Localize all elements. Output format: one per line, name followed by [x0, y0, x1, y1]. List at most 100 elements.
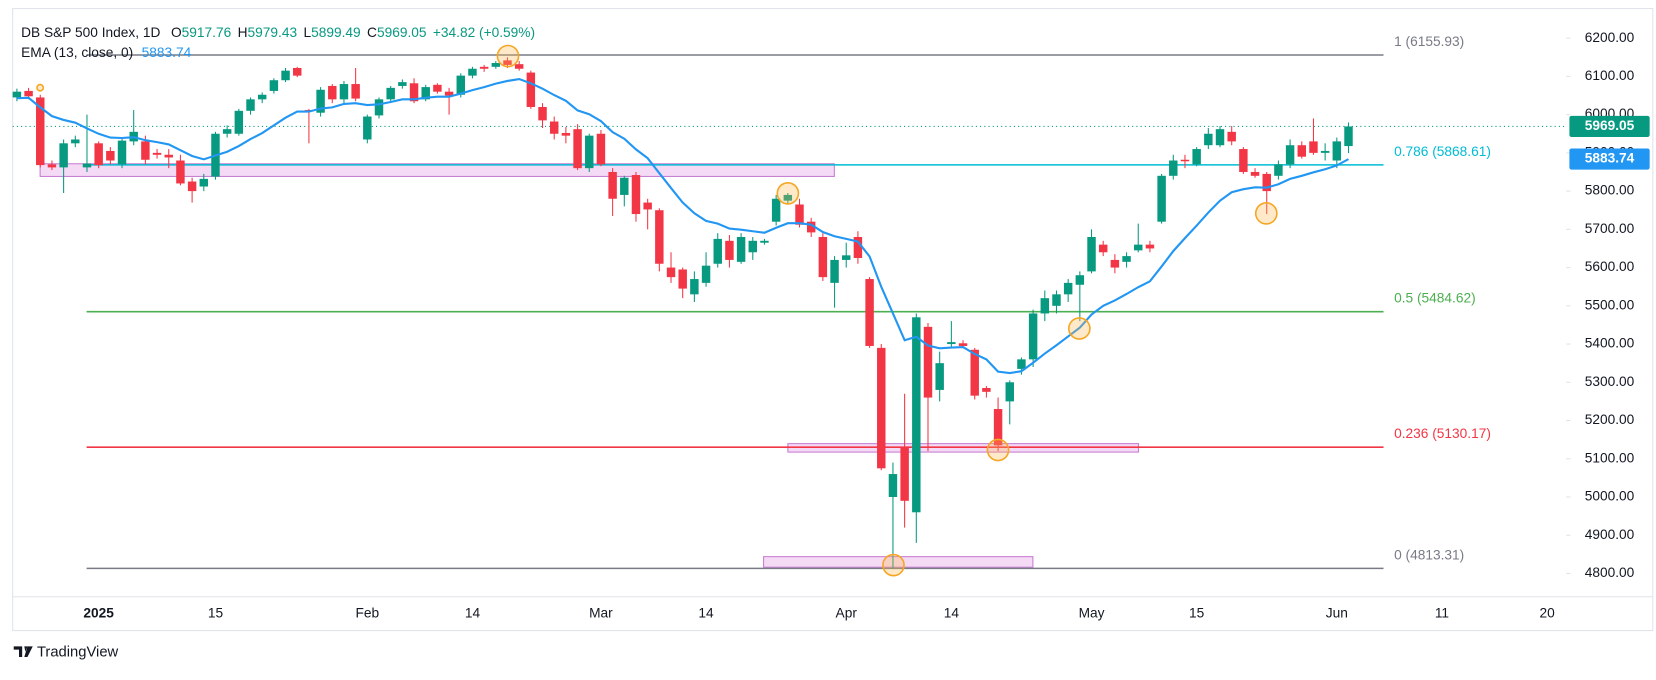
- candle-body: [993, 409, 1003, 446]
- candle-body: [106, 150, 115, 161]
- candle-body: [1285, 145, 1295, 165]
- ema-name: EMA (13, close, 0): [21, 45, 133, 60]
- candle-body: [141, 141, 150, 160]
- candle-body: [222, 129, 232, 134]
- ohlc-value: 5917.76: [182, 24, 232, 39]
- brand-name: TradingView: [37, 645, 119, 661]
- candle-body: [316, 89, 325, 113]
- x-tick-label: 14: [944, 605, 960, 620]
- marker-circle: [36, 83, 45, 92]
- candle-body: [830, 259, 839, 283]
- candle-body: [444, 91, 454, 96]
- levels: 1 (6155.93) 0.786 (5868.61) 0.5 (5484.62) 0…: [12, 34, 1567, 570]
- candle-body: [725, 240, 734, 260]
- zone: [763, 556, 1034, 568]
- candle-body: [713, 238, 722, 264]
- candle-body: [1052, 294, 1061, 306]
- candle-body: [1169, 160, 1178, 176]
- candle-body: [1017, 359, 1026, 369]
- candle-body: [760, 240, 769, 243]
- candle-body: [1110, 259, 1120, 268]
- ohlc-label: O: [171, 24, 182, 39]
- candle-body: [631, 175, 641, 215]
- ema-line: [16, 77, 1349, 375]
- candle-body: [339, 84, 349, 100]
- candle-body: [1204, 133, 1213, 146]
- candle-body: [655, 210, 664, 264]
- candle-body: [234, 110, 244, 134]
- y-tick-label: 5400.00: [1585, 336, 1635, 351]
- ohlc-label: L: [303, 24, 311, 39]
- x-tick-label: Feb: [355, 605, 379, 620]
- candle-body: [923, 326, 933, 398]
- candle-body: [257, 94, 267, 100]
- candle-body: [771, 198, 781, 222]
- candle-body: [281, 70, 290, 81]
- candle-body: [1134, 244, 1143, 251]
- candle-body: [1332, 141, 1342, 161]
- ema-legend: EMA (13, close, 0) 5883.74: [21, 45, 192, 60]
- price-tag-label: 5969.05: [1585, 118, 1635, 133]
- candle-body: [947, 342, 956, 345]
- x-tick-label: 14: [465, 605, 481, 620]
- candle-body: [59, 143, 68, 168]
- marker-circle: [776, 181, 800, 205]
- candle-body: [818, 236, 828, 278]
- candle-body: [152, 152, 162, 155]
- y-tick-label: 6100.00: [1585, 68, 1635, 83]
- candle-body: [409, 83, 419, 102]
- candle-body: [1098, 244, 1108, 253]
- candle-body: [736, 236, 746, 262]
- candle-body: [982, 388, 991, 392]
- marker-circle: [986, 438, 1010, 462]
- candle-body: [479, 66, 489, 69]
- y-tick-label: 4900.00: [1585, 527, 1635, 542]
- candle-body: [608, 171, 617, 199]
- candle-body: [94, 143, 103, 166]
- x-tick-label: 11: [1435, 605, 1449, 620]
- level-label: 0.5 (5484.62): [1394, 291, 1476, 306]
- candle-body: [328, 85, 337, 100]
- candle-body: [538, 106, 547, 121]
- candle-body: [1239, 149, 1248, 172]
- y-tick-label: 5700.00: [1585, 221, 1635, 236]
- y-tick-label: 5100.00: [1585, 450, 1635, 465]
- symbol-title: DB S&P 500 Index, 1D O5917.76 H5979.43 L589…: [21, 24, 535, 39]
- candle-body: [1028, 313, 1038, 360]
- markers: [36, 44, 1278, 577]
- candle-body: [491, 63, 501, 67]
- candle-body: [1145, 244, 1155, 249]
- candle-body: [748, 240, 758, 253]
- marker-circle: [496, 44, 520, 68]
- x-tick-label: 15: [1189, 605, 1205, 620]
- price-tags: 5969.05 5883.74: [1569, 115, 1650, 170]
- candle-body: [900, 447, 909, 501]
- level-label: 0 (4813.31): [1394, 547, 1464, 562]
- candle-body: [351, 84, 360, 99]
- candle-body: [363, 116, 372, 140]
- x-tick-label: Apr: [836, 605, 858, 620]
- candle-body: [24, 90, 33, 97]
- x-tick-label: Mar: [589, 605, 613, 620]
- candle-body: [1040, 298, 1050, 314]
- candle-body: [1157, 175, 1166, 222]
- price-tag-label: 5883.74: [1585, 151, 1635, 166]
- axes: 4800.00 4900.00 5000.00 5100.00 5200.00 5300.…: [83, 30, 1634, 621]
- candle-body: [1063, 282, 1073, 295]
- ohlc-value: 5979.43: [248, 24, 298, 39]
- candle-body: [82, 163, 92, 168]
- candle-body: [1122, 256, 1131, 262]
- candle-body: [561, 132, 571, 136]
- price-tag: [1569, 115, 1650, 138]
- candle-body: [117, 140, 127, 165]
- brand: TradingView: [13, 645, 119, 661]
- candle-body: [1344, 126, 1353, 147]
- candle-body: [1309, 141, 1318, 153]
- y-tick-label: 6200.00: [1585, 30, 1635, 45]
- y-tick-label: 5200.00: [1585, 412, 1635, 427]
- level-label: 0.236 (5130.17): [1394, 426, 1491, 441]
- candle-body: [643, 202, 652, 210]
- candle-body: [293, 67, 302, 76]
